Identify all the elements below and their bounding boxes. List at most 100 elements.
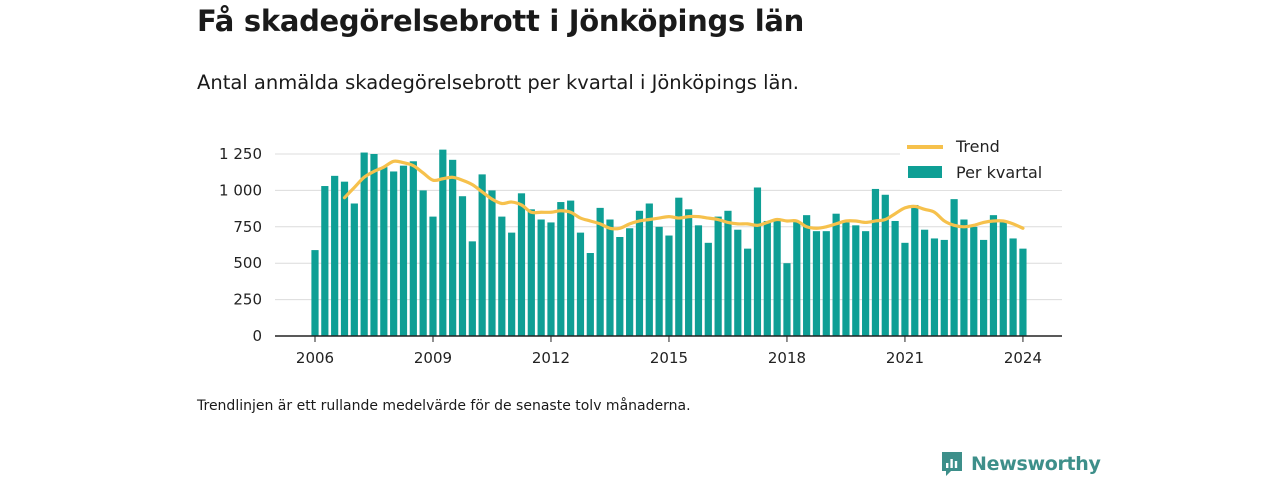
bar-chart: 0 250 500 750 1 000 1 250 2006 2009 2012 2015 201…: [219, 132, 1062, 367]
bar: [980, 239, 988, 336]
legend: Trend Per kvartal: [900, 132, 1062, 190]
bar: [311, 250, 319, 336]
bar: [803, 215, 811, 336]
bar: [724, 210, 732, 336]
bar: [862, 231, 870, 336]
bar: [773, 219, 781, 336]
bar: [380, 167, 388, 336]
newsworthy-logo[interactable]: Newsworthy: [940, 450, 1101, 478]
bar: [537, 219, 545, 336]
bar: [547, 222, 555, 336]
bar: [468, 241, 476, 336]
y-tick-label: 750: [233, 218, 262, 236]
bar: [1019, 248, 1027, 336]
bar: [399, 165, 408, 336]
bar: [793, 220, 801, 336]
bar: [488, 190, 496, 336]
footnote: Trendlinjen är ett rullande medelvärde f…: [197, 398, 691, 414]
bar: [911, 204, 919, 336]
bar: [419, 190, 427, 336]
bar: [409, 161, 417, 336]
trend-line: [342, 159, 1025, 231]
bar: [626, 228, 634, 336]
bar: [763, 220, 771, 336]
bar: [449, 159, 457, 336]
y-tick-label: 1 250: [219, 145, 262, 163]
x-tick-label: 2018: [768, 349, 806, 367]
bar: [635, 210, 644, 336]
bar: [852, 225, 860, 336]
bar: [753, 187, 762, 336]
bar: [655, 226, 663, 336]
bar: [360, 152, 368, 336]
x-tick-label: 2015: [650, 349, 688, 367]
bar: [734, 229, 742, 336]
bar: [675, 197, 683, 336]
bar: [783, 263, 791, 336]
bar: [350, 203, 358, 336]
bar: [832, 213, 840, 336]
bar: [645, 203, 653, 336]
bar: [881, 194, 889, 336]
brand-name: Newsworthy: [971, 453, 1101, 475]
page-title: Få skadegörelsebrott i Jönköpings län: [197, 4, 804, 38]
bar: [596, 207, 604, 336]
bar: [576, 232, 585, 336]
bar: [429, 216, 437, 336]
bar: [517, 193, 526, 336]
bar: [685, 209, 693, 336]
bar: [950, 199, 958, 336]
bar: [960, 219, 968, 336]
x-tick-label: 2009: [414, 349, 452, 367]
legend-trend-label: Trend: [955, 137, 1000, 156]
bar: [370, 154, 378, 336]
bar: [989, 215, 998, 336]
bar: [331, 175, 339, 336]
bar: [921, 229, 929, 336]
bar: [665, 235, 673, 336]
legend-background: [900, 132, 1062, 190]
bar: [321, 186, 329, 336]
x-tick-label: 2006: [296, 349, 334, 367]
bar: [714, 216, 722, 336]
bar: [586, 253, 594, 336]
bar: [557, 202, 565, 336]
bar: [340, 181, 349, 336]
trend-line-group: [342, 159, 1025, 231]
y-tick-label: 250: [233, 291, 262, 309]
x-tick-label: 2021: [886, 349, 924, 367]
legend-bar-label: Per kvartal: [956, 163, 1042, 182]
x-axis-labels: 2006 2009 2012 2015 2018 2021 2024: [296, 336, 1042, 367]
bar: [478, 174, 486, 336]
page-subtitle: Antal anmälda skadegörelsebrott per kvar…: [197, 71, 799, 94]
y-tick-label: 1 000: [219, 181, 262, 199]
bar: [901, 242, 909, 336]
bar: [390, 171, 398, 336]
bar: [871, 188, 880, 336]
bar: [694, 225, 703, 336]
bar: [940, 239, 948, 336]
bar: [508, 232, 516, 336]
bar: [1009, 238, 1017, 336]
bar: [812, 231, 821, 336]
bar: [458, 196, 467, 336]
bar: [567, 200, 575, 336]
bar: [744, 248, 752, 336]
bar: [842, 222, 850, 336]
legend-bar-swatch: [908, 166, 942, 178]
bar: [616, 236, 624, 336]
bar: [999, 220, 1007, 336]
x-tick-label: 2024: [1004, 349, 1042, 367]
bar: [704, 242, 712, 336]
bar: [527, 209, 535, 336]
bar: [930, 238, 939, 336]
bar: [439, 149, 447, 336]
bars: [311, 149, 1027, 336]
bar: [822, 231, 830, 336]
bar: [606, 219, 614, 336]
y-tick-label: 0: [252, 327, 262, 345]
y-tick-label: 500: [233, 254, 262, 272]
bar: [498, 216, 506, 336]
newsworthy-icon: [942, 452, 962, 476]
bar: [970, 226, 978, 336]
